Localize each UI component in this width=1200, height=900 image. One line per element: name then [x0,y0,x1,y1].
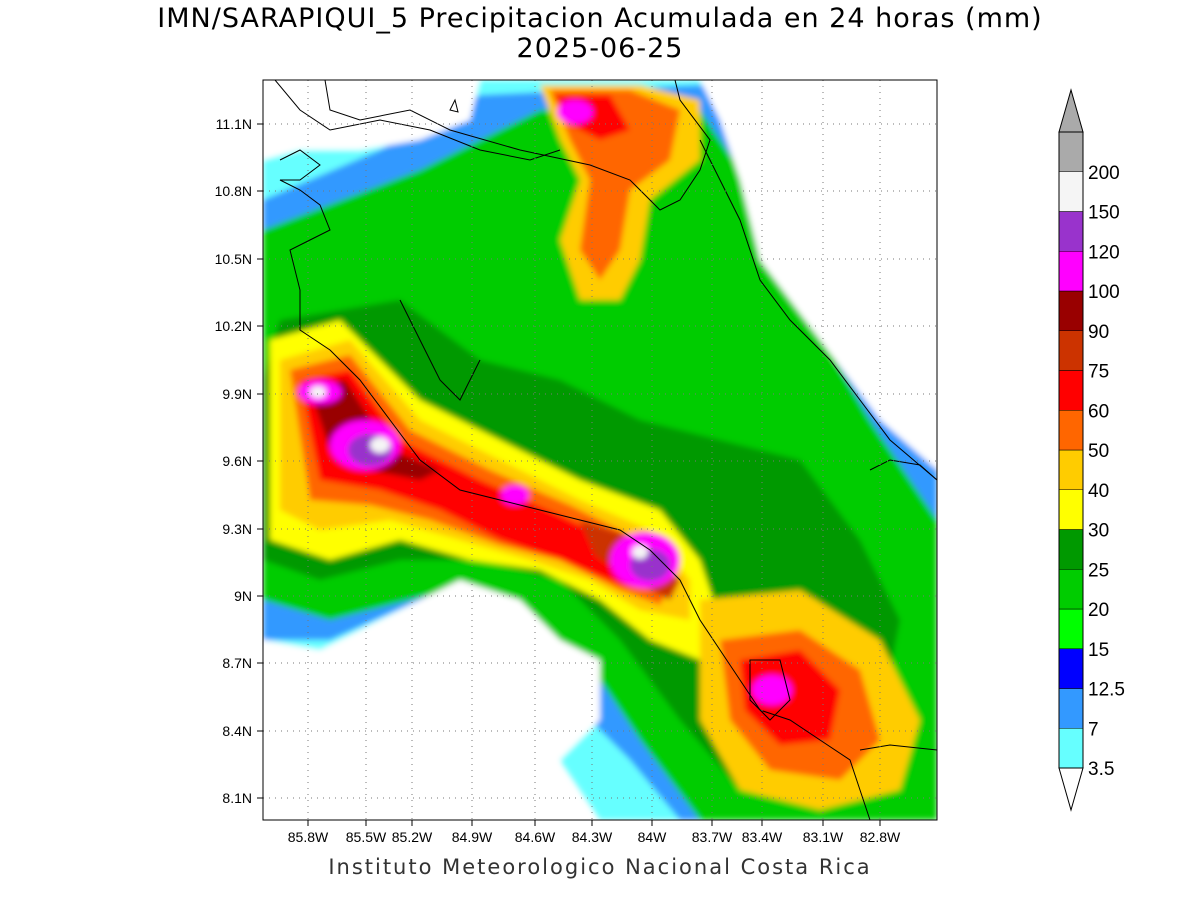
legend-color-box [1058,290,1084,331]
legend-level-label: 15 [1088,640,1109,661]
legend-frame [1058,131,1084,769]
legend-level-label: 150 [1088,203,1120,224]
coastlines [274,80,937,820]
lat-tick-label: 9.6N [222,453,252,469]
footer-credit: Instituto Meteorologico Nacional Costa R… [328,855,872,879]
lat-tick-label: 9N [234,588,252,604]
legend-level-label: 120 [1088,242,1120,263]
legend-level-label: 50 [1088,441,1109,462]
legend-level-label: 3.5 [1088,759,1114,780]
legend-over-arrow [1058,88,1084,133]
lon-tick-label: 83.4W [742,829,783,845]
lat-tick-label: 11.1N [216,116,252,132]
legend-color-box [1058,648,1084,689]
map-grid [263,80,937,820]
legend-level-label: 60 [1088,401,1109,422]
lat-tick-label: 10.2N [215,318,252,334]
lat-tick-label: 10.5N [215,251,252,267]
lat-tick-label: 8.7N [222,655,252,671]
legend-color-box [1058,728,1084,769]
legend-level-label: 75 [1088,362,1109,383]
lon-tick-label: 84.6W [515,829,556,845]
legend-color-box [1058,131,1084,172]
legend-color-box [1058,171,1084,212]
plot-frame [262,79,938,821]
lon-tick-label: 84.9W [452,829,493,845]
legend-color-box [1058,251,1084,292]
precipitation-field [263,80,937,820]
legend-level-label: 100 [1088,282,1120,303]
legend-under-arrow [1058,767,1084,812]
legend-level-label: 200 [1088,163,1120,184]
map-title: IMN/SARAPIQUI_5 Precipitacion Acumulada … [157,3,1043,34]
lat-tick-label: 9.9N [222,386,252,402]
legend-level-label: 12.5 [1088,680,1125,701]
lat-tick-label: 8.1N [222,790,252,806]
lon-tick-label: 85.8W [288,829,329,845]
legend-color-box [1058,688,1084,729]
legend-color-box [1058,449,1084,490]
legend-color-box [1058,410,1084,451]
lat-tick-label: 10.8N [215,183,252,199]
lon-tick-label: 84.3W [572,829,613,845]
lon-tick-label: 83.1W [803,829,844,845]
legend-color-box [1058,330,1084,371]
lon-tick-label: 84W [638,829,668,845]
legend-level-label: 25 [1088,560,1109,581]
lat-tick-label: 9.3N [222,521,252,537]
legend-level-label: 7 [1088,719,1099,740]
legend-level-label: 30 [1088,521,1109,542]
legend-level-label: 90 [1088,322,1109,343]
lat-tick-marks [257,123,263,799]
color-legend: 3.5 7 12.5 15 20 25 30 40 50 60 75 90 100 120 150 200 [1058,88,1125,812]
lon-tick-label: 83.7W [692,829,733,845]
legend-color-box [1058,608,1084,649]
lat-tick-label: 8.4N [222,723,252,739]
legend-color-box [1058,529,1084,570]
lon-tick-label: 82.8W [860,829,901,845]
lon-tick-marks [307,820,881,826]
legend-level-label: 20 [1088,600,1109,621]
legend-color-box [1058,489,1084,530]
legend-color-box [1058,211,1084,252]
legend-level-label: 40 [1088,481,1109,502]
lon-tick-label: 85.5W [346,829,387,845]
lon-tick-label: 85.2W [392,829,433,845]
map-date: 2025-06-25 [516,33,684,64]
legend-color-box [1058,370,1084,411]
legend-color-box [1058,569,1084,610]
